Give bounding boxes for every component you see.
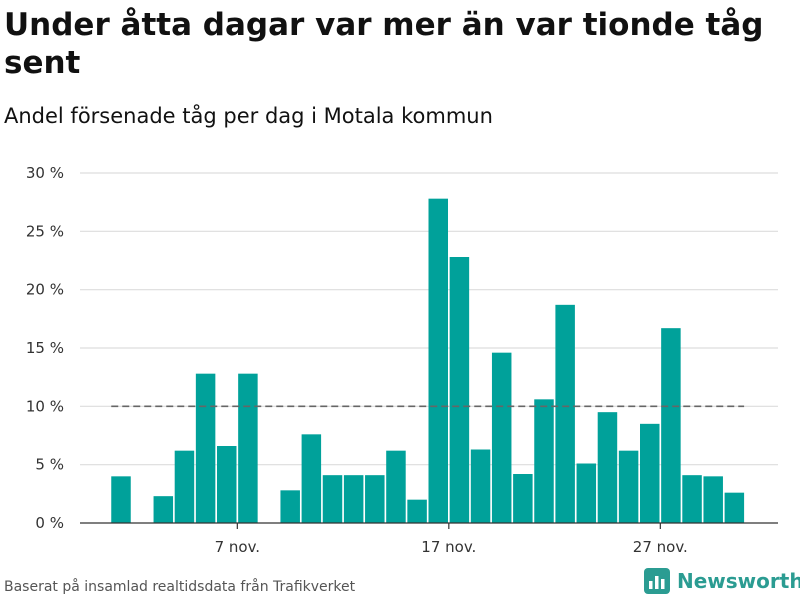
bar bbox=[428, 198, 448, 523]
x-tick-label: 7 nov. bbox=[215, 538, 260, 556]
bar bbox=[534, 399, 554, 523]
bar bbox=[386, 450, 406, 523]
bar-chart-logo-icon bbox=[644, 568, 670, 594]
y-tick-label: 15 % bbox=[26, 339, 64, 357]
bar bbox=[724, 492, 745, 523]
newsworthy-logo: Newsworthy bbox=[644, 568, 800, 594]
bar bbox=[238, 373, 258, 523]
bar bbox=[513, 474, 533, 523]
bar bbox=[153, 496, 174, 523]
y-tick-label: 20 % bbox=[26, 281, 64, 299]
y-tick-label: 25 % bbox=[26, 222, 64, 240]
bar bbox=[470, 449, 491, 523]
bar bbox=[407, 499, 427, 523]
bar bbox=[365, 475, 385, 523]
chart-title: Under åtta dagar var mer än var tionde t… bbox=[4, 7, 764, 81]
bar bbox=[555, 304, 575, 523]
bar bbox=[322, 475, 343, 523]
bar bbox=[640, 423, 660, 523]
source-note: Baserat på insamlad realtidsdata från Tr… bbox=[4, 579, 356, 595]
bar bbox=[703, 476, 723, 523]
bar bbox=[343, 475, 364, 523]
bar bbox=[449, 257, 470, 523]
y-tick-label: 0 % bbox=[35, 514, 64, 532]
bar bbox=[661, 328, 681, 523]
bar bbox=[618, 450, 639, 523]
y-tick-label: 30 % bbox=[26, 164, 64, 182]
bar bbox=[597, 412, 618, 523]
bar bbox=[195, 373, 216, 523]
bar bbox=[280, 490, 300, 523]
bar-chart: 0 % 5 % 10 % 15 % 20 % 25 % 30 % 7 nov. 17 nov. 2… bbox=[26, 164, 778, 556]
bar bbox=[111, 476, 131, 523]
logo-text: Newsworthy bbox=[677, 569, 800, 593]
y-tick-label: 5 % bbox=[35, 456, 64, 474]
axes: 0 % 5 % 10 % 15 % 20 % 25 % 30 % 7 nov. 17 nov. 2… bbox=[26, 164, 778, 556]
bar bbox=[491, 352, 512, 523]
x-tick-label: 27 nov. bbox=[633, 538, 688, 556]
bar bbox=[682, 475, 702, 523]
chart-subtitle: Andel försenade tåg per dag i Motala kom… bbox=[4, 104, 493, 128]
bar bbox=[576, 463, 597, 523]
x-tick-label: 17 nov. bbox=[421, 538, 476, 556]
bars bbox=[111, 198, 745, 523]
bar bbox=[217, 446, 237, 523]
y-tick-label: 10 % bbox=[26, 397, 64, 415]
bar bbox=[174, 450, 195, 523]
bar bbox=[301, 434, 322, 523]
